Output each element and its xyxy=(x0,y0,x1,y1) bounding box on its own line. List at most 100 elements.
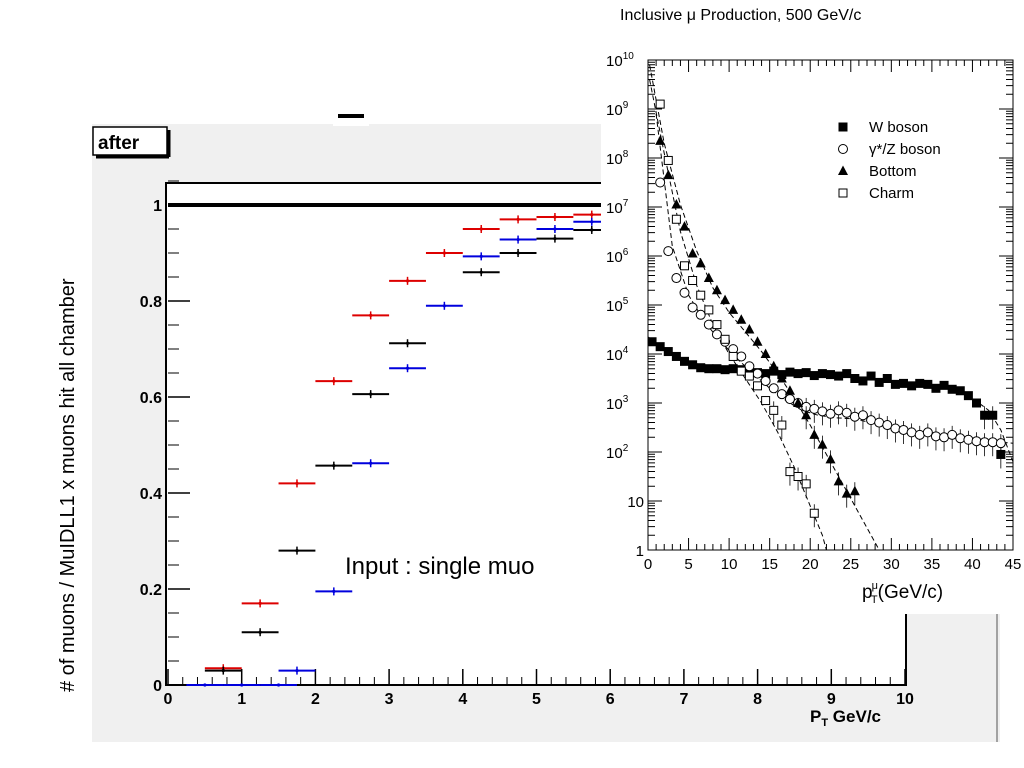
data-point xyxy=(712,364,722,374)
data-point xyxy=(972,398,981,408)
marker-dot xyxy=(332,464,336,468)
right-x-axis-label: pμ T(GeV/c) xyxy=(862,580,943,606)
data-point xyxy=(890,379,900,389)
legend-marker xyxy=(838,122,848,132)
data-point xyxy=(761,369,771,379)
y-tick-label: 1 xyxy=(636,543,644,560)
data-point xyxy=(736,351,747,362)
data-point xyxy=(834,371,844,381)
marker-dot xyxy=(405,341,410,345)
data-point xyxy=(801,479,811,489)
data-point xyxy=(768,383,779,394)
data-point xyxy=(923,379,933,389)
data-point xyxy=(931,383,941,393)
x-tick-label: 10 xyxy=(721,556,738,573)
x-tick-label: 1 xyxy=(237,691,246,708)
data-point xyxy=(906,427,917,438)
legend-entry: W boson xyxy=(869,119,928,136)
data-point xyxy=(760,348,771,358)
data-point xyxy=(963,391,973,401)
marker-dot xyxy=(332,379,336,383)
x-tick-label: 9 xyxy=(827,691,836,708)
data-point xyxy=(744,324,755,334)
x-tick-label: 15 xyxy=(761,556,778,573)
marker-dot xyxy=(516,251,520,255)
marker-dot xyxy=(369,461,373,465)
data-point xyxy=(696,290,706,300)
y-tick-label: 0.2 xyxy=(140,582,162,599)
data-point xyxy=(687,302,698,313)
x-tick-label: 5 xyxy=(684,556,692,573)
y-tick-label: 0.4 xyxy=(140,486,162,503)
data-point xyxy=(922,427,933,438)
data-point xyxy=(768,360,779,371)
data-point xyxy=(728,364,738,374)
x-tick-label: 20 xyxy=(802,556,819,573)
data-point xyxy=(899,378,908,388)
data-point xyxy=(679,221,690,231)
data-point xyxy=(784,394,795,405)
right-chart: Inclusive μ Production, 500 GeV/c 0 5 10 15… xyxy=(601,7,1024,614)
data-point xyxy=(769,366,779,376)
marker-dot xyxy=(276,683,281,687)
data-point xyxy=(695,257,706,268)
data-point xyxy=(914,429,925,440)
marker-dot xyxy=(295,669,299,673)
data-point xyxy=(711,284,722,295)
data-point xyxy=(833,475,844,486)
data-point xyxy=(866,415,877,426)
data-point xyxy=(841,407,852,418)
y-tick-label: 10 xyxy=(627,494,644,511)
data-point xyxy=(858,376,868,386)
y-tick-label: 104 xyxy=(606,345,629,364)
data-point xyxy=(793,397,804,407)
data-point xyxy=(898,424,909,435)
data-point xyxy=(663,169,674,180)
x-tick-label: 3 xyxy=(385,691,394,708)
marker-dot xyxy=(553,215,557,219)
data-point xyxy=(776,373,787,383)
data-point xyxy=(826,370,835,380)
y-tick-label: 1 xyxy=(153,198,162,215)
data-point xyxy=(907,381,917,391)
y-tick-label: 0.6 xyxy=(140,390,162,407)
data-point xyxy=(712,320,722,330)
x-tick-label: 25 xyxy=(842,556,859,573)
data-point xyxy=(793,369,803,379)
data-point xyxy=(809,508,819,518)
data-point xyxy=(671,199,682,209)
y-tick-label: 109 xyxy=(606,100,629,119)
data-point xyxy=(679,287,690,298)
data-point xyxy=(785,467,795,477)
right-chart-title: Inclusive μ Production, 500 GeV/c xyxy=(620,7,861,24)
legend-entry: γ*/Z boson xyxy=(869,141,941,158)
y-tick-label: 102 xyxy=(606,443,629,462)
data-point xyxy=(988,410,998,420)
data-point xyxy=(728,304,739,314)
data-point xyxy=(671,351,681,361)
data-point xyxy=(655,177,666,188)
data-point xyxy=(687,248,698,258)
data-point xyxy=(736,366,746,376)
data-point xyxy=(955,386,965,396)
data-point xyxy=(647,337,657,347)
marker-dot xyxy=(553,227,557,231)
data-point xyxy=(720,334,730,344)
x-tick-label: 0 xyxy=(644,556,652,573)
data-point xyxy=(874,377,884,387)
data-point xyxy=(849,485,860,496)
data-point xyxy=(753,381,762,391)
data-point xyxy=(671,273,682,284)
x-tick-label: 5 xyxy=(532,691,541,708)
data-point xyxy=(930,431,941,442)
marker-dot xyxy=(295,481,299,485)
legend-marker xyxy=(838,165,848,175)
data-point xyxy=(849,411,860,422)
data-point xyxy=(711,329,722,340)
marker-dot xyxy=(516,217,520,221)
data-point xyxy=(655,342,665,352)
data-point xyxy=(882,374,892,383)
data-point xyxy=(688,360,698,370)
